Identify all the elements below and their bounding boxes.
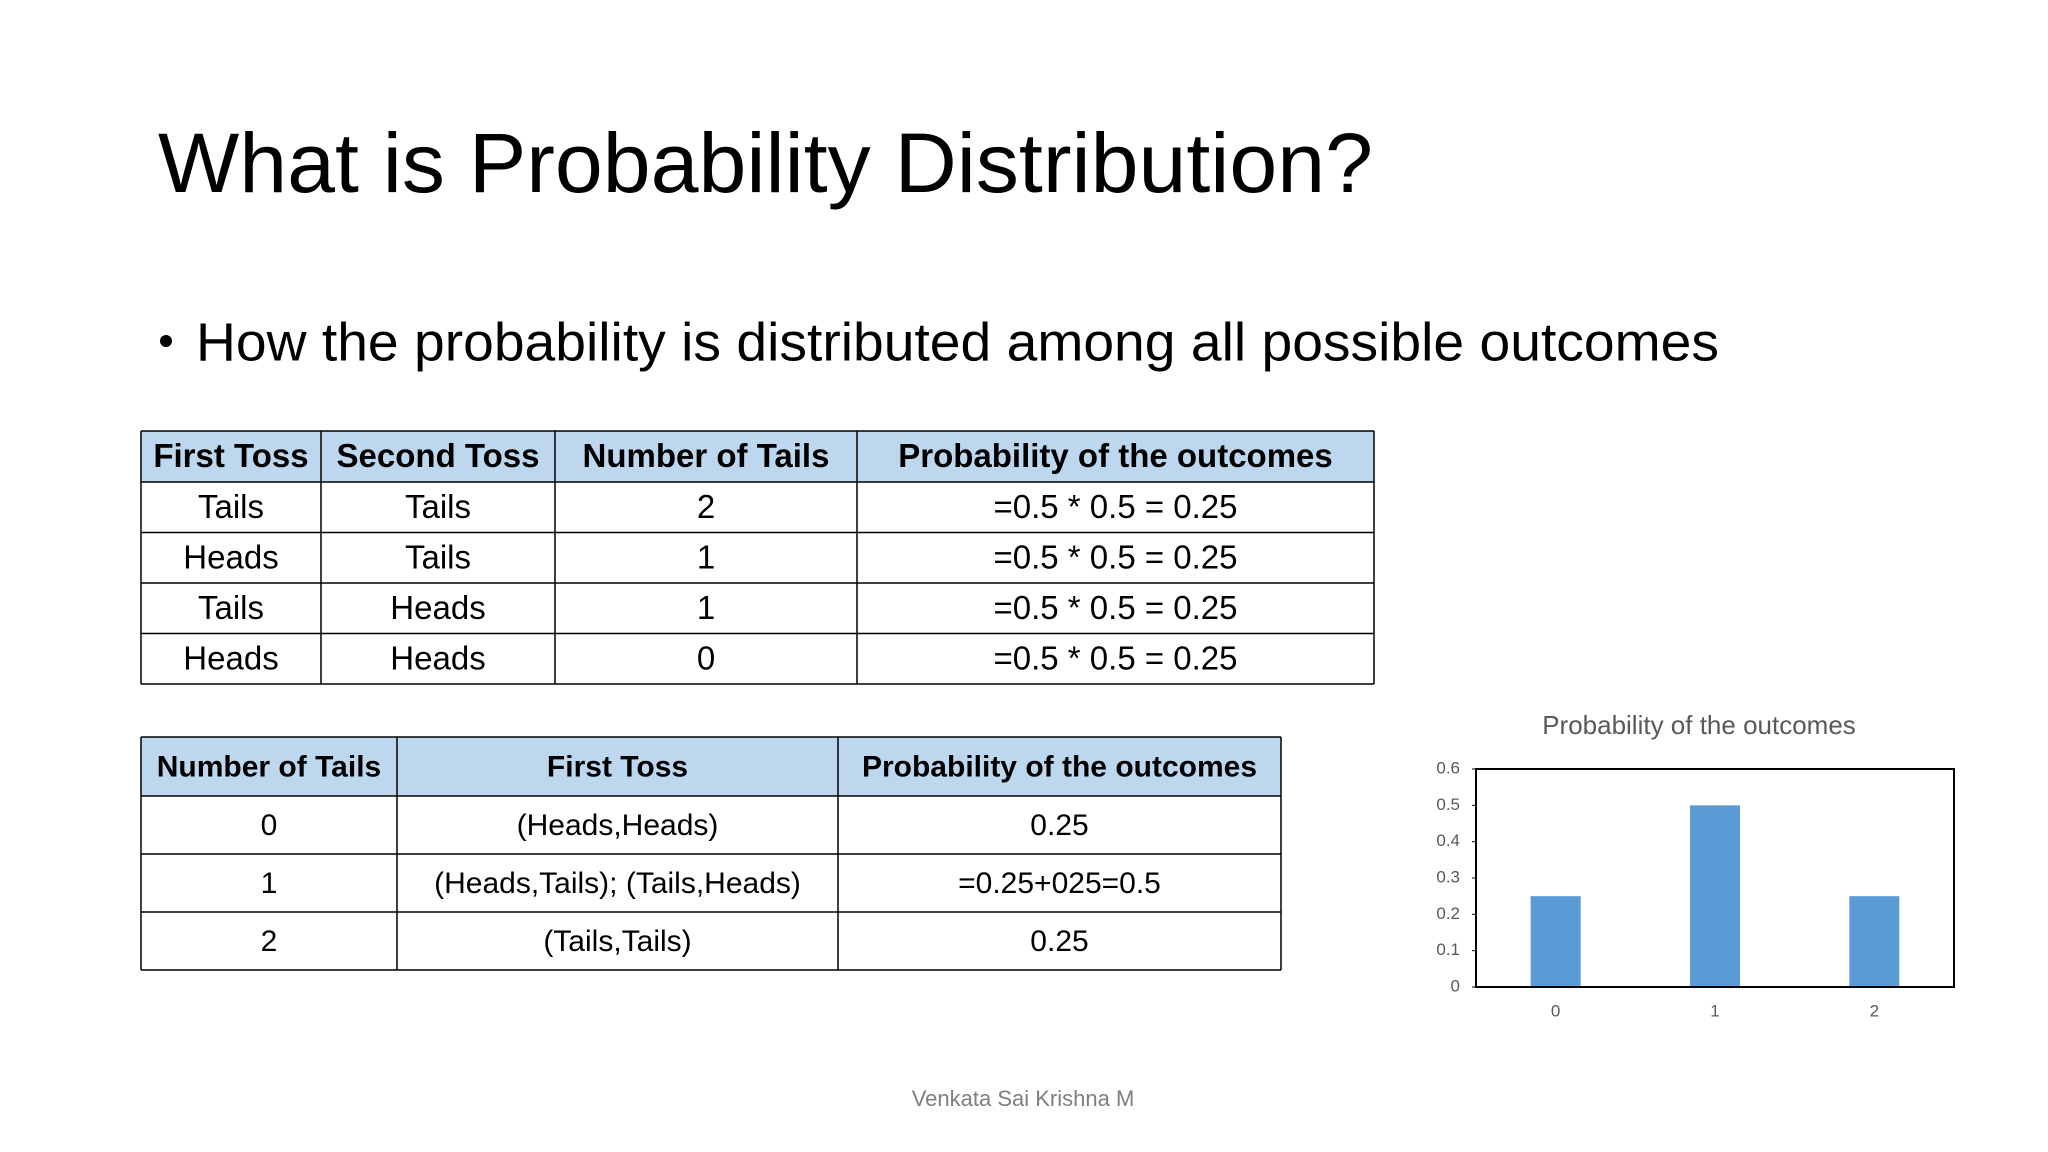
footer: Venkata Sai Krishna M [912, 1086, 1135, 1111]
table-cell: 0 [697, 639, 715, 676]
bullet-dot [160, 335, 172, 347]
table-cell: Tails [405, 538, 471, 575]
table-cell: (Tails,Tails) [543, 925, 691, 958]
table-cell: 2 [261, 925, 278, 958]
table-cell: Tails [198, 488, 264, 525]
x-tick-label: 2 [1870, 1001, 1879, 1020]
table-cell: 2 [697, 488, 715, 525]
table-cell: 1 [697, 538, 715, 575]
table-cell: (Heads,Tails); (Tails,Heads) [434, 867, 801, 900]
y-tick-label: 0 [1451, 976, 1460, 995]
table-cell: (Heads,Heads) [517, 809, 719, 842]
table-cell: 0.25 [1030, 925, 1088, 958]
table-cell: Heads [183, 538, 278, 575]
table-cell: 1 [261, 867, 278, 900]
chart-title: Probability of the outcomes [1542, 710, 1856, 740]
table-cell: =0.5 * 0.5 = 0.25 [993, 589, 1237, 626]
y-tick-label: 0.6 [1436, 758, 1460, 777]
table-header-cell: Probability of the outcomes [862, 750, 1257, 783]
bar [1849, 896, 1900, 987]
table-header-bg [141, 737, 1281, 796]
table-cell: Heads [390, 589, 485, 626]
slide-title: What is Probability Distribution? [158, 116, 1373, 210]
table-header-bg [141, 431, 1374, 482]
bullet-text: How the probability is distributed among… [196, 312, 1719, 372]
table-cell: =0.5 * 0.5 = 0.25 [993, 538, 1237, 575]
table-header-cell: Probability of the outcomes [898, 437, 1333, 474]
y-tick-label: 0.1 [1436, 940, 1460, 959]
table-cell: 0 [261, 809, 278, 842]
y-tick-label: 0.3 [1436, 867, 1460, 886]
x-tick-label: 1 [1710, 1001, 1719, 1020]
table-cell: Tails [198, 589, 264, 626]
table-cell: =0.5 * 0.5 = 0.25 [993, 639, 1237, 676]
table-cell: =0.25+025=0.5 [958, 867, 1161, 900]
table-cell: 0.25 [1030, 809, 1088, 842]
x-tick-label: 0 [1551, 1001, 1560, 1020]
table-cell: 1 [697, 589, 715, 626]
table-cell: Tails [405, 488, 471, 525]
y-tick-label: 0.2 [1436, 904, 1460, 923]
table-cell: =0.5 * 0.5 = 0.25 [993, 488, 1237, 525]
table-header-cell: Second Toss [337, 437, 540, 474]
table-header-cell: First Toss [547, 750, 688, 783]
table-header-cell: Number of Tails [583, 437, 830, 474]
bar [1530, 896, 1581, 987]
y-tick-label: 0.4 [1436, 831, 1460, 850]
table-header-cell: First Toss [153, 437, 308, 474]
bar [1690, 805, 1740, 987]
table-cell: Heads [183, 639, 278, 676]
table-header-cell: Number of Tails [157, 750, 381, 783]
table-cell: Heads [390, 639, 485, 676]
y-tick-label: 0.5 [1436, 795, 1460, 814]
